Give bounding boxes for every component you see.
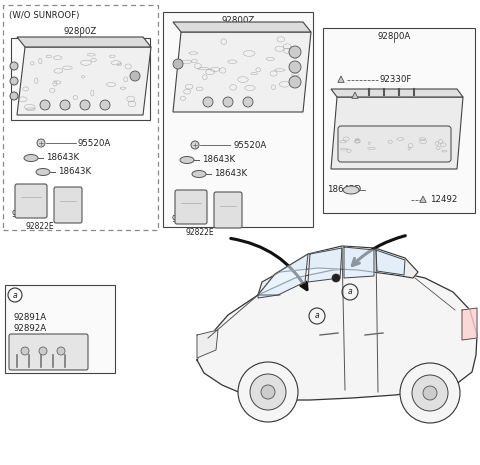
Text: 92892A: 92892A xyxy=(13,324,46,333)
Text: 18643K: 18643K xyxy=(58,167,91,177)
Text: a: a xyxy=(348,287,352,297)
Polygon shape xyxy=(352,92,358,99)
Bar xyxy=(163,12,313,227)
Text: 95520A: 95520A xyxy=(78,139,111,147)
Ellipse shape xyxy=(192,171,206,178)
FancyBboxPatch shape xyxy=(338,126,451,162)
Circle shape xyxy=(21,347,29,355)
Circle shape xyxy=(261,385,275,399)
Ellipse shape xyxy=(343,186,359,194)
Circle shape xyxy=(289,61,301,73)
Ellipse shape xyxy=(180,157,194,164)
Polygon shape xyxy=(197,268,477,400)
Text: 92891A: 92891A xyxy=(13,313,46,322)
Circle shape xyxy=(423,386,437,400)
FancyBboxPatch shape xyxy=(15,184,47,218)
Circle shape xyxy=(39,347,47,355)
Text: 12492: 12492 xyxy=(430,195,457,205)
Polygon shape xyxy=(331,89,463,97)
Text: a: a xyxy=(12,291,17,299)
Polygon shape xyxy=(420,196,426,202)
Circle shape xyxy=(289,76,301,88)
Polygon shape xyxy=(258,254,308,298)
Ellipse shape xyxy=(36,168,50,175)
Circle shape xyxy=(57,347,65,355)
Circle shape xyxy=(203,97,213,107)
Circle shape xyxy=(400,363,460,423)
Text: 92330F: 92330F xyxy=(380,92,412,100)
Polygon shape xyxy=(258,246,418,295)
Circle shape xyxy=(173,59,183,69)
Bar xyxy=(3,5,158,230)
Circle shape xyxy=(250,374,286,410)
FancyBboxPatch shape xyxy=(175,190,207,224)
Text: 92800A: 92800A xyxy=(377,32,410,41)
Circle shape xyxy=(412,375,448,411)
Circle shape xyxy=(80,100,90,110)
Text: 92823D: 92823D xyxy=(171,215,201,225)
Circle shape xyxy=(37,139,45,147)
Circle shape xyxy=(243,97,253,107)
Text: 92330F: 92330F xyxy=(380,75,412,85)
Polygon shape xyxy=(173,22,311,32)
Polygon shape xyxy=(197,330,218,358)
Circle shape xyxy=(332,274,340,282)
Polygon shape xyxy=(338,76,344,82)
Text: 18643K: 18643K xyxy=(202,155,235,165)
Circle shape xyxy=(130,71,140,81)
Bar xyxy=(5,285,115,373)
FancyBboxPatch shape xyxy=(9,334,88,370)
Polygon shape xyxy=(331,97,463,169)
Circle shape xyxy=(10,77,18,85)
Text: (W/O SUNROOF): (W/O SUNROOF) xyxy=(9,11,79,20)
Text: 92800Z: 92800Z xyxy=(63,27,96,36)
FancyBboxPatch shape xyxy=(54,187,82,223)
Text: 92800Z: 92800Z xyxy=(221,16,254,25)
Bar xyxy=(11,38,150,120)
Polygon shape xyxy=(462,308,477,340)
Text: 95520A: 95520A xyxy=(233,140,266,150)
Polygon shape xyxy=(17,47,151,115)
Circle shape xyxy=(60,100,70,110)
Text: 18645D: 18645D xyxy=(327,186,361,194)
Polygon shape xyxy=(308,248,342,282)
Polygon shape xyxy=(17,37,151,47)
Text: 92823D: 92823D xyxy=(11,211,41,219)
Text: 18643K: 18643K xyxy=(46,153,79,162)
Polygon shape xyxy=(376,250,405,275)
Text: 18643K: 18643K xyxy=(214,170,247,179)
Circle shape xyxy=(100,100,110,110)
Text: 92822E: 92822E xyxy=(25,222,54,232)
Circle shape xyxy=(10,92,18,100)
Text: 92822E: 92822E xyxy=(185,228,214,238)
Polygon shape xyxy=(173,32,311,112)
Text: a: a xyxy=(315,312,319,320)
Circle shape xyxy=(238,362,298,422)
Circle shape xyxy=(10,62,18,70)
Circle shape xyxy=(223,97,233,107)
Circle shape xyxy=(289,46,301,58)
Ellipse shape xyxy=(24,154,38,161)
Polygon shape xyxy=(344,247,374,278)
Circle shape xyxy=(191,141,199,149)
FancyBboxPatch shape xyxy=(214,192,242,228)
Bar xyxy=(323,28,475,213)
Circle shape xyxy=(40,100,50,110)
